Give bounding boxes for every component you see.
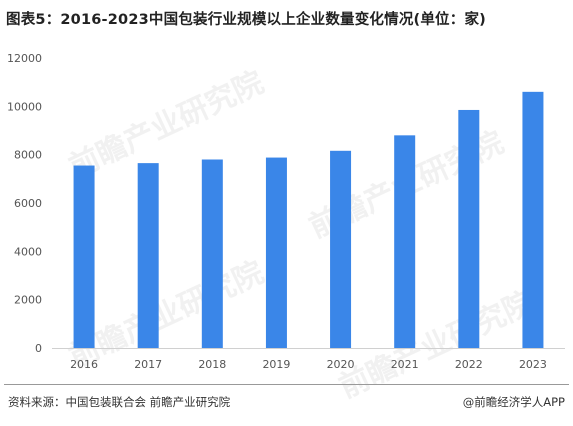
x-tick-label-2017: 2017 — [134, 358, 162, 371]
chart-title: 图表5：2016-2023中国包装行业规模以上企业数量变化情况(单位：家) — [6, 12, 486, 28]
y-tick-label-2000: 2000 — [14, 294, 42, 307]
y-tick-label-4000: 4000 — [14, 245, 42, 258]
x-tick-label-2022: 2022 — [455, 358, 483, 371]
bar-2017 — [137, 163, 159, 348]
bar-2023 — [522, 91, 544, 348]
bar-2016 — [73, 165, 95, 348]
x-tick-label-2021: 2021 — [391, 358, 419, 371]
bar-2022 — [458, 109, 480, 348]
bar-2020 — [330, 150, 352, 348]
x-tick-label-2020: 2020 — [327, 358, 355, 371]
footer-divider — [4, 384, 569, 385]
y-tick-label-6000: 6000 — [14, 197, 42, 210]
bar-2021 — [394, 135, 416, 348]
y-tick-label-12000: 12000 — [7, 52, 42, 65]
y-tick-label-10000: 10000 — [7, 100, 42, 113]
x-tick-label-2023: 2023 — [519, 358, 547, 371]
x-tick-label-2018: 2018 — [198, 358, 226, 371]
brand-credit: @前瞻经济学人APP — [462, 395, 565, 409]
x-tick-label-2016: 2016 — [70, 358, 98, 371]
source-note: 资料来源：中国包装联合会 前瞻产业研究院 — [8, 395, 231, 409]
bar-2018 — [201, 159, 223, 348]
y-tick-label-8000: 8000 — [14, 149, 42, 162]
bar-2019 — [265, 157, 287, 348]
x-tick-label-2019: 2019 — [262, 358, 290, 371]
y-tick-label-0: 0 — [35, 342, 42, 355]
